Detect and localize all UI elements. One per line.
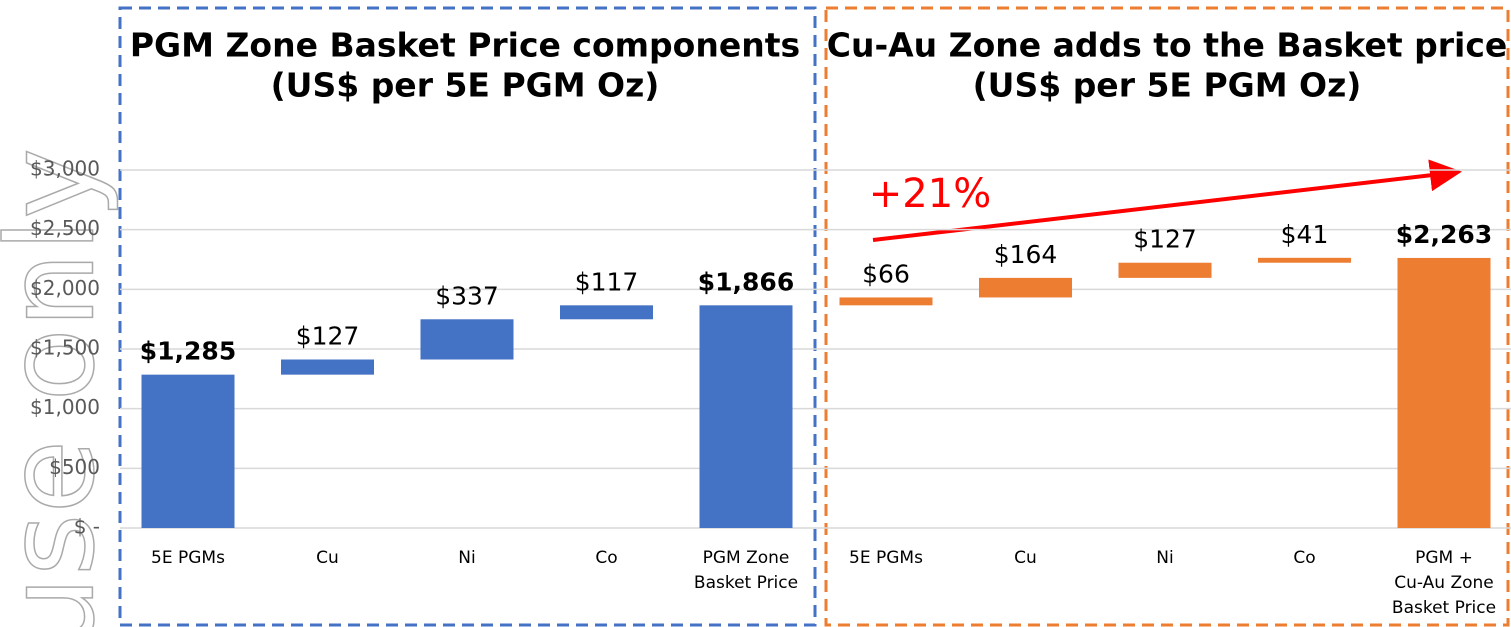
x-tick-label: PGM Zone bbox=[703, 548, 790, 568]
bar bbox=[839, 297, 933, 306]
bar bbox=[699, 305, 793, 528]
bar bbox=[979, 277, 1072, 298]
value-label: $127 bbox=[1133, 225, 1197, 254]
bar bbox=[420, 319, 514, 360]
x-tick-label: 5E PGMs bbox=[151, 548, 225, 568]
panel-frame bbox=[824, 6, 1510, 627]
bar bbox=[281, 359, 374, 375]
x-tick-label: Cu bbox=[1014, 548, 1037, 568]
value-label: $1,285 bbox=[140, 337, 236, 366]
y-tick-label: $500 bbox=[49, 455, 100, 479]
value-label: $337 bbox=[435, 281, 499, 310]
x-tick-label: Cu-Au Zone bbox=[1394, 573, 1494, 593]
panel-title: Cu-Au Zone adds to the Basket price bbox=[827, 26, 1508, 65]
trend-arrow bbox=[872, 159, 1462, 242]
bar bbox=[1397, 257, 1491, 528]
x-tick-label: 5E PGMs bbox=[849, 548, 923, 568]
panel-title: (US$ per 5E PGM Oz) bbox=[973, 66, 1362, 105]
value-label: $41 bbox=[1281, 220, 1329, 249]
annotation: +21% bbox=[869, 171, 991, 217]
panel-frame bbox=[118, 6, 817, 627]
bar bbox=[1118, 262, 1212, 278]
y-tick-label: $ - bbox=[74, 515, 100, 539]
value-label: $1,866 bbox=[698, 267, 794, 296]
y-tick-label: $2,500 bbox=[30, 216, 100, 240]
panel-title: PGM Zone Basket Price components bbox=[130, 26, 800, 65]
y-tick-label: $1,500 bbox=[30, 336, 100, 360]
bar bbox=[1258, 257, 1351, 263]
watermark: use only bbox=[0, 148, 122, 627]
panel-title: (US$ per 5E PGM Oz) bbox=[271, 66, 660, 105]
y-tick-label: $2,000 bbox=[30, 276, 100, 300]
y-tick-label: $3,000 bbox=[30, 157, 100, 181]
value-label: $66 bbox=[862, 259, 910, 288]
x-tick-label: Ni bbox=[458, 548, 475, 568]
x-tick-label: Ni bbox=[1156, 548, 1173, 568]
x-tick-label: Co bbox=[1293, 548, 1315, 568]
value-label: $2,263 bbox=[1396, 220, 1492, 249]
y-tick-label: $1,000 bbox=[30, 395, 100, 419]
value-label: $117 bbox=[575, 267, 639, 296]
bar bbox=[560, 305, 653, 320]
x-tick-label: Basket Price bbox=[694, 573, 798, 593]
x-tick-label: Basket Price bbox=[1392, 598, 1496, 618]
bar bbox=[141, 374, 235, 528]
x-tick-label: Co bbox=[595, 548, 617, 568]
value-label: $164 bbox=[994, 240, 1058, 269]
x-tick-label: PGM + bbox=[1415, 548, 1473, 568]
value-label: $127 bbox=[296, 322, 360, 351]
x-tick-label: Cu bbox=[316, 548, 339, 568]
